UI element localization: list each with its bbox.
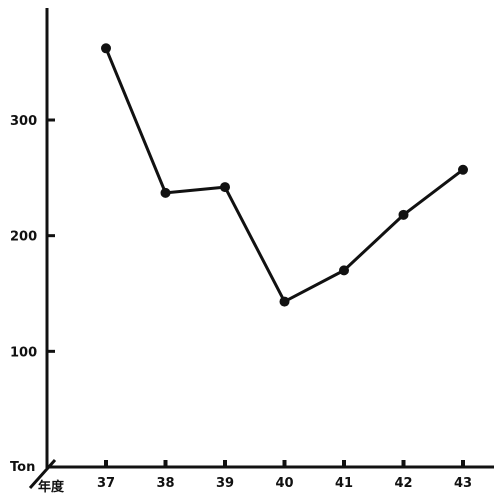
y-ticks: 100 200 300	[10, 114, 55, 360]
y-tick-label: 100	[10, 345, 37, 360]
x-tick-label: 43	[454, 476, 472, 491]
data-point	[279, 296, 290, 307]
x-tick-label: 38	[156, 476, 174, 491]
x-ticks: 37 38 39 40 41 42 43	[97, 460, 472, 491]
x-tick-label: 41	[335, 476, 353, 491]
data-point	[101, 43, 111, 54]
data-point	[160, 187, 171, 198]
data-series	[101, 43, 468, 307]
y-tick-label: 200	[10, 230, 37, 245]
x-tick-label: 42	[394, 476, 412, 491]
x-axis-title: 年度	[38, 479, 65, 495]
y-tick-label: 300	[10, 114, 37, 129]
data-point	[220, 182, 230, 193]
x-tick-label: 39	[216, 476, 234, 491]
data-point	[339, 265, 349, 276]
axis-corner-slash	[28, 459, 57, 489]
data-point	[398, 209, 409, 220]
x-tick-label: 40	[275, 476, 293, 491]
series-line	[104, 47, 464, 304]
x-tick-label: 37	[97, 476, 115, 491]
data-point	[458, 164, 468, 175]
y-axis-title: Ton	[10, 460, 35, 475]
